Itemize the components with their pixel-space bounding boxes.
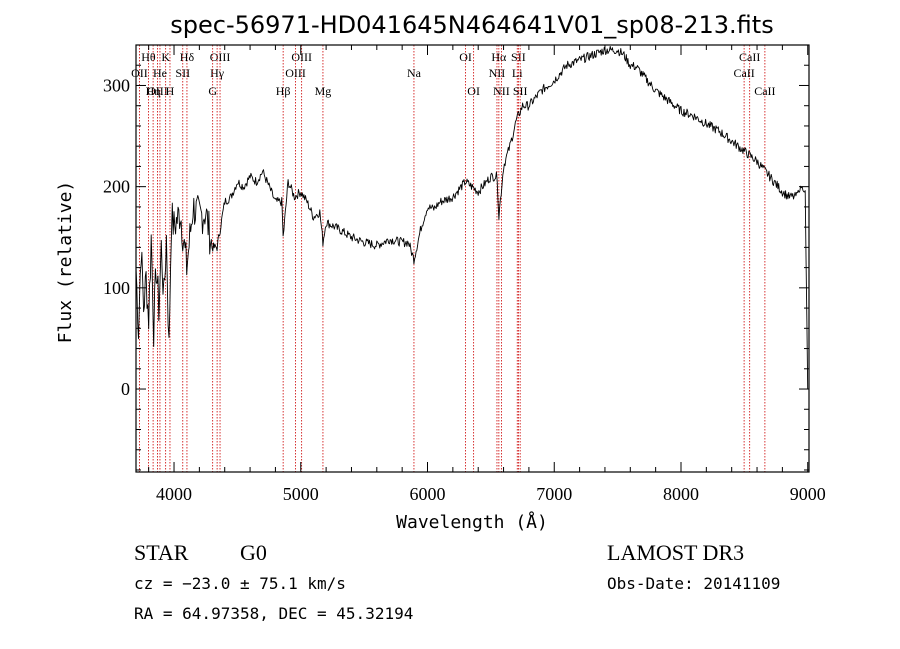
- spectral-line-label: SII: [175, 66, 190, 80]
- y-tick-label: 300: [103, 75, 130, 95]
- axis-ticks: 4000 5000 6000 7000 8000 9000 0 100 200 300: [103, 44, 826, 504]
- x-tick-label: 5000: [283, 484, 319, 504]
- y-tick-label: 200: [103, 177, 130, 197]
- spectral-line-label: Hθ: [141, 50, 156, 64]
- x-tick-label: 9000: [790, 484, 826, 504]
- spectral-line-label: Hδ: [180, 50, 195, 64]
- object-type: STAR: [134, 540, 189, 565]
- spectral-subclass: G0: [240, 540, 267, 565]
- spectral-line-label: OIII: [210, 50, 231, 64]
- spectral-line-label: CaII: [754, 84, 775, 98]
- spectral-line-label: H: [166, 84, 175, 98]
- spectral-line-label: Hα: [491, 50, 507, 64]
- x-tick-label: 6000: [410, 484, 446, 504]
- spectral-line-label: CaII: [733, 66, 754, 80]
- spectral-line-label: K: [161, 50, 170, 64]
- spectral-line-label: SII: [513, 84, 528, 98]
- chart-title: spec-56971-HD041645N464641V01_sp08-213.f…: [170, 11, 773, 39]
- x-tick-label: 8000: [663, 484, 699, 504]
- spectral-line-label: NII: [493, 84, 510, 98]
- spectral-line-label: Hβ: [276, 84, 291, 98]
- spectral-line-label: SII: [511, 50, 526, 64]
- x-tick-label: 7000: [536, 484, 572, 504]
- x-tick-label: 4000: [156, 484, 192, 504]
- survey-name: LAMOST DR3: [607, 540, 744, 565]
- spectral-line-label: OII: [131, 66, 148, 80]
- spectral-line-label: Li: [512, 66, 523, 80]
- spectral-line-label: OIII: [285, 66, 306, 80]
- spectral-line-label: OIII: [291, 50, 312, 64]
- spectral-line-label: G: [208, 84, 217, 98]
- y-axis-label: Flux (relative): [55, 181, 76, 344]
- spectral-line-label: NII: [489, 66, 506, 80]
- spectrum-line-0: [135, 45, 809, 390]
- y-tick-label: 100: [103, 278, 130, 298]
- x-axis-label: Wavelength (Å): [396, 511, 548, 533]
- spectral-line-label: He: [153, 66, 167, 80]
- spectrum-series: [135, 45, 809, 390]
- plot-frame: [135, 44, 810, 473]
- spectral-line-label: Hγ: [210, 66, 225, 80]
- spectral-line-label: OIII: [147, 84, 168, 98]
- spectral-line-label: Mg: [315, 84, 332, 98]
- spectral-line-label: OI: [459, 50, 472, 64]
- redshift-cz: cz = −23.0 ± 75.1 km/s: [134, 574, 346, 593]
- spectral-line-label: Hη: [146, 84, 161, 98]
- spectral-line-label: CaII: [739, 50, 760, 64]
- observation-date: Obs-Date: 20141109: [607, 574, 780, 593]
- y-tick-label: 0: [121, 379, 130, 399]
- spectral-line-label: OI: [467, 84, 480, 98]
- coordinates: RA = 64.97358, DEC = 45.32194: [134, 604, 413, 623]
- spectral-line-label: Na: [407, 66, 422, 80]
